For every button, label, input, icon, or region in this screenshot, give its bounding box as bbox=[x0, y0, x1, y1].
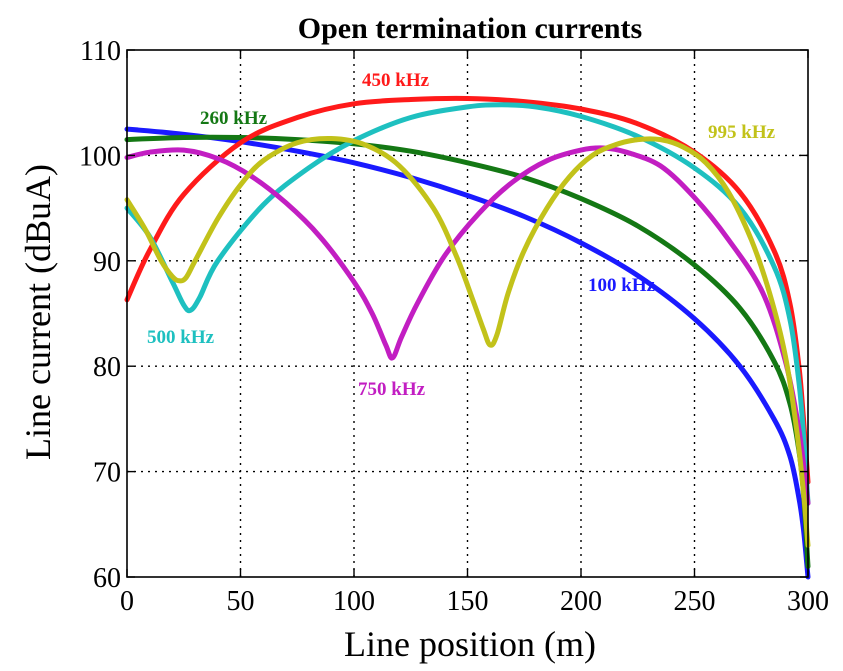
y-tick-label: 60 bbox=[93, 563, 121, 594]
y-axis-label: Line current (dBuA) bbox=[18, 164, 58, 460]
grid bbox=[127, 50, 808, 577]
chart-title: Open termination currents bbox=[298, 12, 642, 45]
series-line-500-khz bbox=[124, 102, 811, 506]
y-tick-label: 80 bbox=[93, 352, 121, 383]
series-label-500-khz: 500 kHz bbox=[147, 327, 215, 348]
y-tick-label: 90 bbox=[93, 247, 121, 278]
y-tick-label: 110 bbox=[80, 36, 121, 67]
y-tick-label: 70 bbox=[93, 458, 121, 489]
series-label-995-khz: 995 kHz bbox=[708, 122, 776, 143]
plot-frame bbox=[126, 49, 809, 578]
x-tick-label: 300 bbox=[787, 586, 829, 617]
series-line-750-khz bbox=[124, 145, 811, 506]
x-tick-label: 150 bbox=[447, 586, 489, 617]
series-line-450-khz bbox=[124, 95, 811, 485]
x-tick-label: 250 bbox=[674, 586, 716, 617]
x-tick-label: 50 bbox=[227, 586, 255, 617]
x-axis-label: Line position (m) bbox=[344, 624, 596, 664]
series-label-450-khz: 450 kHz bbox=[362, 70, 430, 91]
x-tick-label: 200 bbox=[560, 586, 602, 617]
x-tick-label: 0 bbox=[120, 586, 134, 617]
y-tick-label: 100 bbox=[79, 141, 121, 172]
x-tick-label: 100 bbox=[333, 586, 375, 617]
series-label-260-khz: 260 kHz bbox=[200, 108, 268, 129]
axis-ticks: 0 50 100 150 200 250 300 60 70 80 90 100 110 bbox=[79, 36, 829, 617]
series-group bbox=[124, 95, 811, 580]
series-line-995-khz bbox=[124, 135, 811, 548]
series-label-100-khz: 100 kHz bbox=[588, 275, 656, 296]
series-label-750-khz: 750 kHz bbox=[358, 379, 426, 400]
series-labels: 100 kHz 260 kHz 450 kHz 500 kHz 750 kHz 995 k… bbox=[147, 70, 776, 400]
